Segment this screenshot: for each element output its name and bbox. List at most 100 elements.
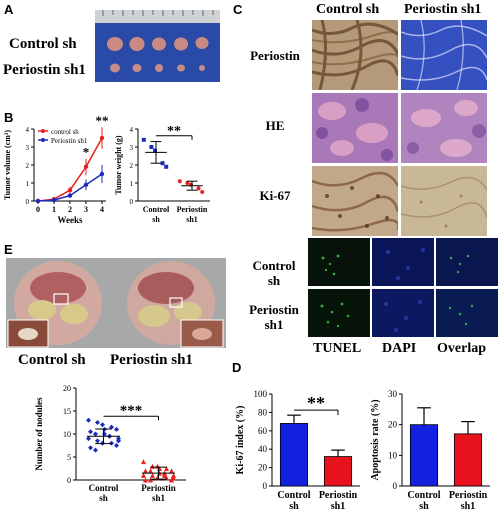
panel-a-label-periostin: Periostin sh1: [3, 62, 86, 78]
inset-right: [180, 319, 224, 348]
x-category-label: sh: [289, 501, 299, 512]
tunel-grid: [308, 238, 498, 337]
x-tick-label: 2: [68, 205, 72, 214]
y-tick-label: 0: [130, 198, 134, 206]
x-category-label: Control: [143, 205, 170, 214]
y-axis-label: Apoptosis rate (%): [370, 399, 381, 480]
panel-letter-e: E: [4, 242, 13, 257]
data-point: [141, 459, 146, 465]
panel-c-col-control: Control sh: [316, 2, 380, 17]
y-tick-label: 40: [258, 444, 268, 454]
y-tick-label: 1: [130, 180, 134, 188]
ruler: [95, 10, 220, 23]
significance-marker: ***: [120, 403, 143, 419]
tunel-row-label-periostin-line1: Periostin: [249, 302, 299, 317]
x-category-label: Control: [89, 483, 119, 493]
micrograph-ki67-control: [312, 166, 398, 236]
dapi-col-label: DAPI: [382, 341, 417, 356]
row-label-periostin: Periostin: [250, 48, 300, 63]
periostin-tumors: [110, 63, 205, 73]
x-category-label: sh: [152, 215, 160, 224]
y-tick-label: 5: [67, 453, 71, 462]
data-point: [141, 137, 146, 142]
data-point: [150, 463, 155, 469]
tunel-sh1: [308, 289, 370, 337]
overlap-control: [436, 238, 498, 286]
data-point: [148, 477, 153, 483]
data-point: [177, 179, 182, 184]
tunel-row-label-periostin: Periostin sh1: [240, 302, 308, 332]
x-category-label: Control: [407, 490, 440, 501]
y-tick-label: 60: [258, 426, 268, 436]
data-point: [67, 188, 73, 193]
data-point: [114, 426, 119, 432]
panel-e-label-control: Control sh: [18, 352, 86, 368]
data-point: [67, 193, 73, 198]
data-point: [143, 468, 148, 474]
x-axis-label: Weeks: [57, 215, 82, 225]
data-point: [200, 190, 205, 194]
data-point: [162, 472, 167, 478]
x-category-label: Periostin: [319, 490, 358, 501]
data-point: [114, 443, 119, 448]
panel-letter-d: D: [232, 360, 242, 375]
data-point: [164, 466, 169, 471]
panel-letter-a: A: [4, 2, 14, 17]
control-tumors: [107, 37, 209, 51]
y-tick-label: 20: [388, 420, 398, 430]
legend-label: control sh: [51, 128, 79, 136]
data-point: [141, 472, 146, 478]
data-point: [150, 472, 155, 478]
x-category-label: Control: [277, 490, 310, 501]
panel-a-label-control: Control sh: [9, 36, 77, 52]
data-point: [99, 135, 105, 141]
y-tick-label: 2: [130, 162, 134, 170]
overlap-col-label: Overlap: [437, 341, 486, 356]
panel-c-col-periostin: Periostin sh1: [404, 2, 482, 17]
y-tick-label: 4: [26, 126, 30, 134]
ruler-ticks: [102, 10, 214, 16]
row-label-he: HE: [265, 118, 285, 133]
data-point: [102, 431, 107, 437]
tunel-col-label: TUNEL: [313, 341, 362, 356]
x-category-label: Periostin: [177, 205, 208, 214]
tunel-row-label-periostin-line2: sh1: [264, 317, 284, 332]
tunel-control: [308, 238, 370, 286]
x-tick-label: 0: [36, 205, 40, 214]
x-category-label: sh1: [152, 493, 166, 503]
significance-marker: **: [167, 124, 181, 139]
x-category-label: sh: [99, 493, 108, 503]
data-point: [35, 198, 41, 204]
y-tick-label: 0: [263, 481, 268, 491]
data-point: [83, 182, 89, 187]
y-tick-label: 30: [388, 389, 398, 399]
data-point: [93, 431, 98, 437]
panel-letter-b: B: [4, 110, 14, 125]
bar: [453, 433, 483, 487]
row-label-ki67: Ki-67: [259, 188, 291, 203]
micrograph-he-control: [312, 93, 398, 163]
data-point: [171, 475, 176, 481]
data-point: [196, 186, 201, 191]
y-tick-label: 20: [258, 463, 268, 473]
data-point: [86, 436, 91, 442]
panel-e-label-periostin: Periostin sh1: [110, 352, 193, 368]
data-point: [88, 429, 93, 435]
bar: [409, 424, 439, 487]
significance-marker: **: [96, 115, 109, 128]
y-tick-label: 15: [63, 407, 71, 416]
y-tick-label: 10: [63, 430, 71, 439]
lung-metastasis-photo: [6, 258, 226, 348]
y-tick-label: 0: [26, 198, 30, 206]
data-point: [116, 438, 121, 444]
data-point: [51, 197, 57, 203]
tumor-photo: [95, 10, 220, 82]
legend-marker: [41, 129, 45, 133]
y-tick-label: 80: [258, 407, 268, 417]
dapi-sh1: [372, 289, 434, 337]
x-category-label: sh: [419, 501, 429, 512]
data-point: [164, 164, 169, 169]
data-point: [149, 145, 154, 149]
y-tick-label: 100: [254, 389, 268, 399]
